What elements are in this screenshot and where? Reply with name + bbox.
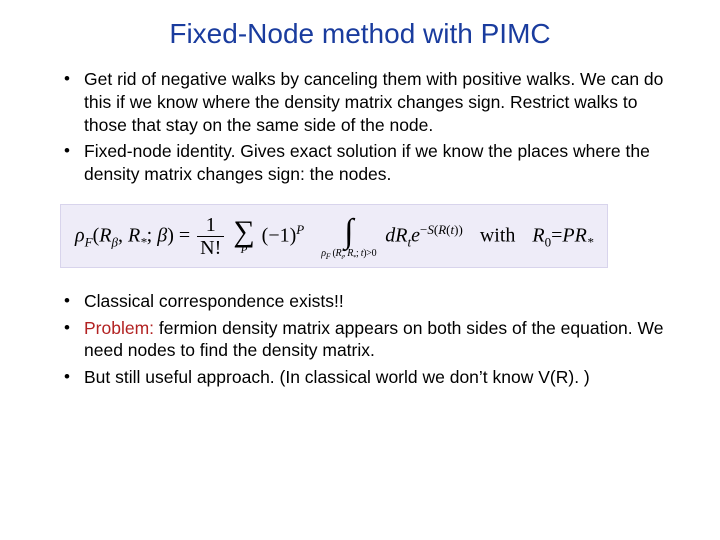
equation-box: ρF(Rβ, R*; β) = 1 N! ∑ P (−1)P ∫ ρF (Rt,… [60, 204, 608, 268]
equation-region: ρF(Rβ, R*; β) = 1 N! ∑ P (−1)P ∫ ρF (Rt,… [60, 204, 680, 268]
slide-title: Fixed-Node method with PIMC [40, 18, 680, 50]
bullet-list-bottom: Classical correspondence exists!! Proble… [60, 290, 670, 389]
slide: Fixed-Node method with PIMC Get rid of n… [0, 0, 720, 413]
problem-text: fermion density matrix appears on both s… [84, 318, 663, 361]
eq-sum-sub: P [241, 244, 248, 256]
eq-integral: ∫ ρF (Rt, R*; t)>0 [321, 215, 376, 259]
eq-fraction: 1 N! [197, 215, 224, 259]
bullet-item: Classical correspondence exists!! [60, 290, 670, 313]
bullet-item: Get rid of negative walks by canceling t… [60, 68, 670, 136]
eq-dvar: dR [385, 224, 407, 246]
eq-lhs-func: ρ [75, 224, 85, 246]
bullet-list-top: Get rid of negative walks by canceling t… [60, 68, 670, 186]
bullet-item: Problem: fermion density matrix appears … [60, 317, 670, 363]
eq-frac-den: N [200, 237, 214, 259]
bullet-item: Fixed-node identity. Gives exact solutio… [60, 140, 670, 186]
bullet-item: But still useful approach. (In classical… [60, 366, 670, 389]
eq-sum-exp: P [296, 222, 304, 237]
eq-sum: ∑ P [233, 217, 254, 256]
problem-label: Problem: [84, 318, 154, 338]
eq-frac-num: 1 [197, 215, 224, 237]
eq-tail-word: with [480, 224, 516, 246]
eq-exp-base: e [411, 224, 420, 246]
eq-lhs-sub: F [85, 234, 93, 249]
